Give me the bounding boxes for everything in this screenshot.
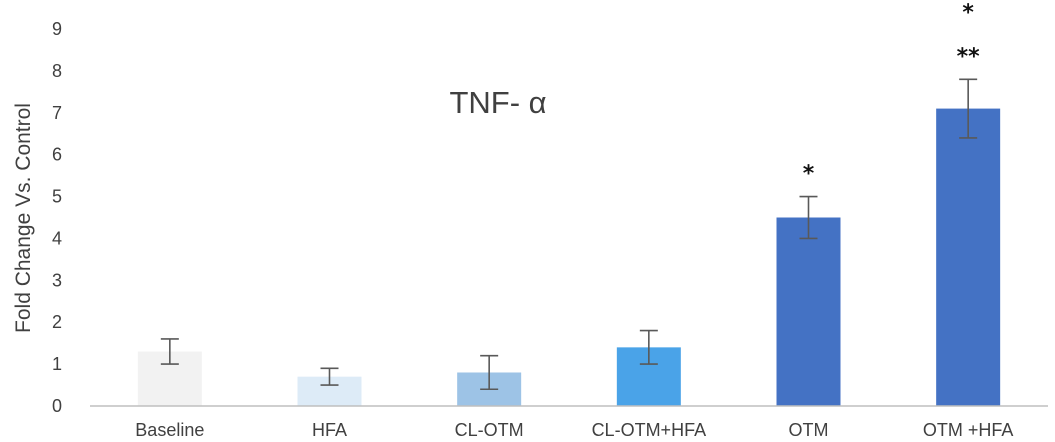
- y-tick-label-6: 6: [52, 145, 62, 165]
- significance-marks: ****: [803, 0, 980, 186]
- y-axis-label: Fold Change Vs. Control: [12, 103, 35, 333]
- bar-otm-hfa: [936, 108, 1001, 406]
- x-tick-label-otm: OTM: [789, 420, 829, 440]
- x-axis: Baseline HFA CL-OTM CL-OTM+HFA OTM OTM +HFA: [90, 405, 1048, 440]
- y-tick-label-0: 0: [52, 396, 62, 416]
- x-tick-label-cl-otm: CL-OTM: [455, 420, 524, 440]
- y-tick-label-9: 9: [52, 19, 62, 39]
- y-tick-label-4: 4: [52, 228, 62, 248]
- y-tick-label-1: 1: [52, 354, 62, 374]
- y-tick-label-3: 3: [52, 270, 62, 290]
- chart-title: TNF- α: [449, 85, 546, 120]
- y-tick-label-7: 7: [52, 103, 62, 123]
- bar-otm: [776, 217, 841, 406]
- y-axis: 0 1 2 3 4 5 6 7 8 9: [52, 19, 62, 416]
- x-tick-label-cl-otm-hfa: CL-OTM+HFA: [592, 420, 707, 440]
- y-tick-label-2: 2: [52, 312, 62, 332]
- y-tick-label-5: 5: [52, 187, 62, 207]
- x-tick-label-baseline: Baseline: [135, 420, 204, 440]
- significance-mark: *: [962, 0, 974, 25]
- significance-mark: *: [803, 162, 815, 187]
- x-tick-label-otm-hfa: OTM +HFA: [923, 420, 1014, 440]
- x-tick-label-hfa: HFA: [312, 420, 347, 440]
- bars: [137, 108, 1001, 406]
- significance-mark: **: [957, 44, 981, 69]
- y-tick-label-8: 8: [52, 61, 62, 81]
- error-bars: [160, 78, 978, 391]
